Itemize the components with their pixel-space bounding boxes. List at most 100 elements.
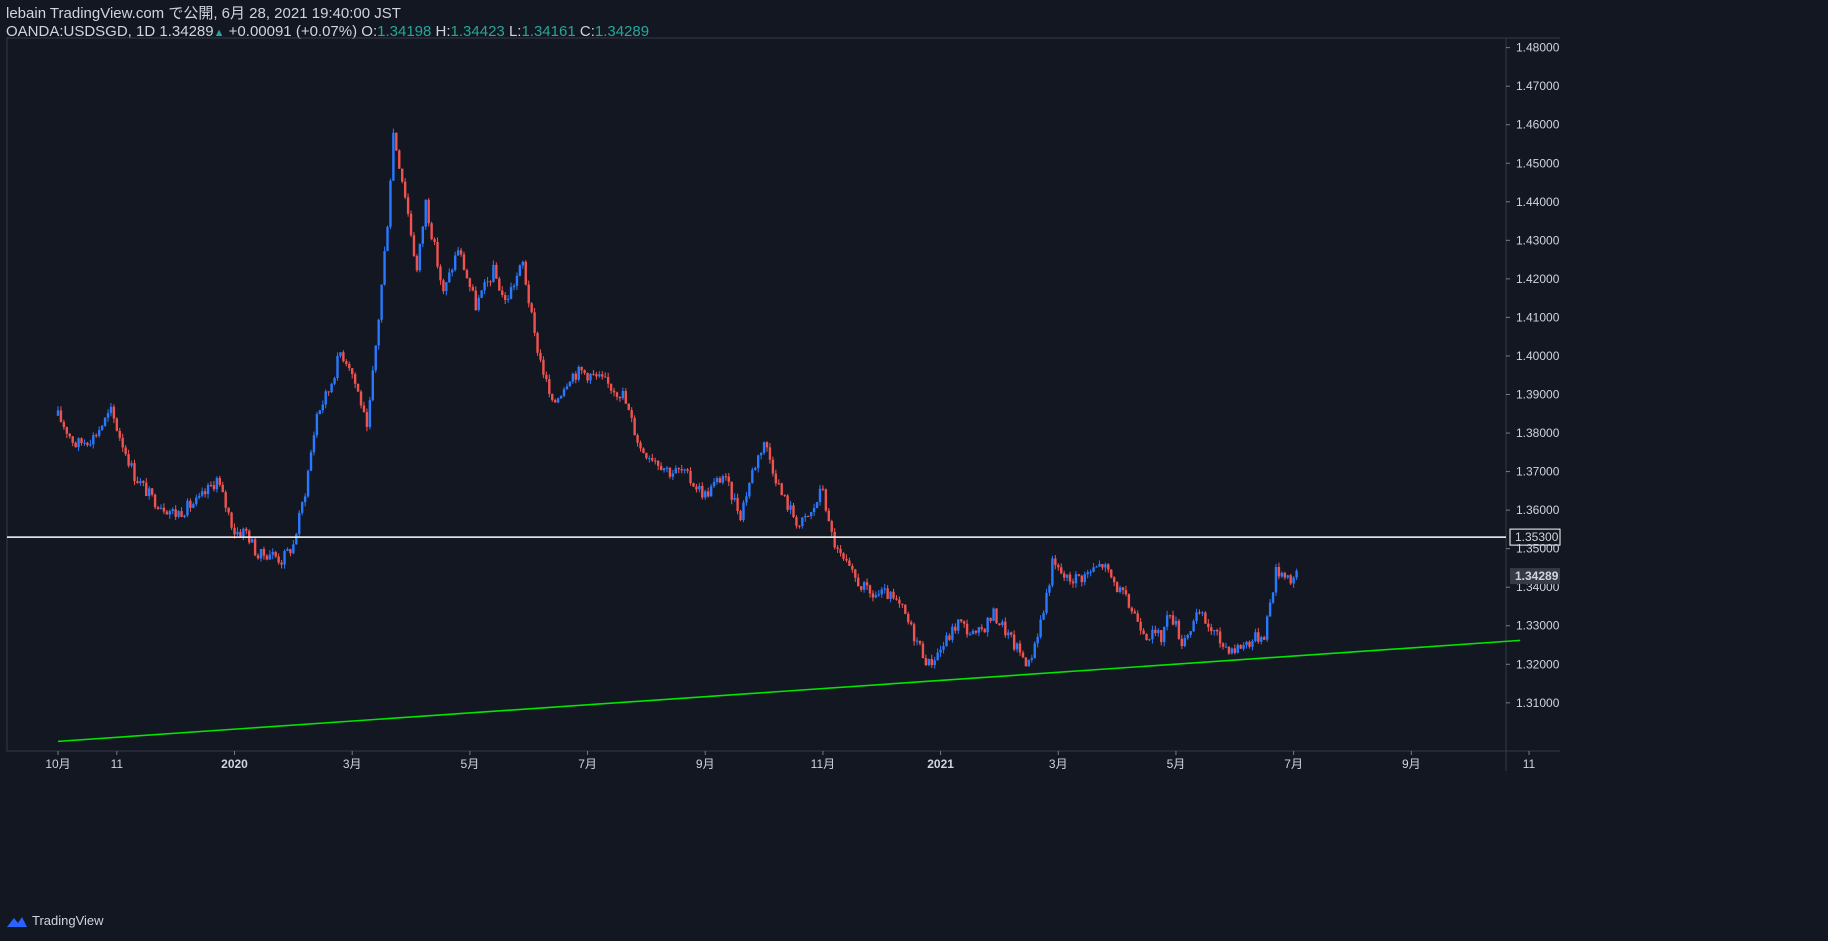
candle-body [836, 547, 839, 549]
candle-body [992, 608, 995, 621]
candle-body [339, 352, 342, 356]
candle-body [1036, 636, 1039, 644]
candle-body [595, 374, 598, 377]
candle-body [112, 406, 116, 419]
candle-body [89, 444, 92, 446]
candle-body [1118, 587, 1122, 593]
footer-brand: TradingView [32, 913, 104, 928]
candle-body [401, 168, 404, 182]
time-tick-label: 11 [1523, 757, 1536, 771]
symbol-label[interactable]: OANDA:USDSGD, 1D [6, 23, 156, 40]
time-tick-label: 9月 [696, 757, 715, 771]
candle-body [954, 626, 957, 631]
price-tick-label: 1.32000 [1516, 657, 1560, 671]
candle-body [1168, 615, 1172, 617]
candle-body [1177, 620, 1181, 639]
candle-body [303, 496, 307, 503]
candle-body [1142, 630, 1145, 634]
candle-body [1207, 623, 1210, 628]
time-axis[interactable]: 10月 11 2020 3月 5月 7月 9月 11月 2021 3月 5月 7月 9月 11 [45, 751, 1536, 771]
candle-body [951, 626, 954, 640]
candle-body [1268, 602, 1272, 617]
price-tick-label: 1.39000 [1516, 388, 1560, 402]
candle-body [256, 555, 260, 559]
candle-body [492, 264, 495, 282]
candle-body [418, 243, 422, 271]
price-tick-label: 1.38000 [1516, 426, 1560, 440]
close-value: 1.34289 [594, 23, 650, 40]
candle-body [830, 521, 833, 532]
candle-body [130, 463, 133, 466]
candle-body [745, 496, 748, 503]
candle-body [815, 502, 819, 509]
candle-body [362, 405, 366, 413]
candle-body [156, 507, 160, 509]
candle-body [795, 517, 798, 526]
candle-body [209, 484, 213, 486]
candle-body [580, 366, 583, 371]
candle-body [371, 370, 374, 401]
candle-body [486, 281, 489, 283]
time-tick-label: 11 [111, 757, 124, 771]
candle-body [295, 533, 298, 545]
candle-body [300, 502, 304, 513]
candle-body [798, 525, 801, 527]
candle-body [1007, 632, 1010, 636]
candle-body [150, 488, 154, 495]
candle-body [1204, 612, 1207, 624]
candle-body [868, 585, 872, 594]
candle-body [927, 659, 931, 666]
candle-body [1239, 644, 1242, 649]
candle-body [142, 481, 145, 483]
candle-body [957, 619, 960, 631]
candle-body [380, 284, 383, 320]
candle-body [683, 469, 686, 471]
last-price: 1.34289 [159, 23, 214, 40]
price-axis[interactable]: 1.353001.310001.320001.330001.340001.350… [1506, 41, 1561, 710]
candle-body [921, 643, 925, 659]
candle-body [1277, 566, 1281, 577]
low-label: L: [508, 23, 522, 40]
candle-body [365, 412, 369, 427]
candle-body [406, 197, 410, 214]
candle-body [548, 379, 551, 394]
candle-body [1124, 590, 1128, 595]
candle-body [777, 483, 780, 485]
candle-body [636, 435, 639, 443]
candle-body [159, 507, 163, 509]
candle-body [1083, 574, 1086, 583]
candle-body [403, 181, 407, 198]
candle-body [1021, 652, 1025, 658]
candle-body [1095, 566, 1098, 568]
chart-title-line: lebain TradingView.com で公開, 6月 28, 2021 … [6, 5, 401, 22]
candle-body [224, 492, 227, 508]
price-tick-label: 1.40000 [1516, 349, 1560, 363]
candle-body [430, 223, 433, 240]
candle-body [1274, 566, 1278, 593]
candle-body [1210, 627, 1213, 632]
candle-body [1280, 572, 1284, 577]
candle-body [848, 560, 851, 566]
candle-body [1001, 621, 1004, 626]
candle-body [298, 512, 301, 534]
candle-body [1051, 558, 1054, 586]
candle-body [965, 623, 969, 635]
up-arrow-icon: ▲ [213, 27, 225, 39]
candle-body [180, 511, 183, 517]
candle-body [245, 528, 248, 531]
candle-body [77, 438, 80, 448]
candle-body [448, 272, 451, 283]
candle-body [321, 404, 324, 411]
candle-body [1104, 564, 1107, 568]
candle-body [374, 345, 377, 371]
candle-body [1039, 619, 1042, 637]
candle-body [427, 199, 430, 224]
candle-body [265, 555, 269, 560]
candle-body [918, 640, 922, 644]
candle-body [1157, 630, 1160, 634]
candle-body [604, 376, 607, 378]
low-value: 1.34161 [521, 23, 576, 40]
candle-body [221, 484, 224, 493]
candle-body [389, 180, 392, 227]
